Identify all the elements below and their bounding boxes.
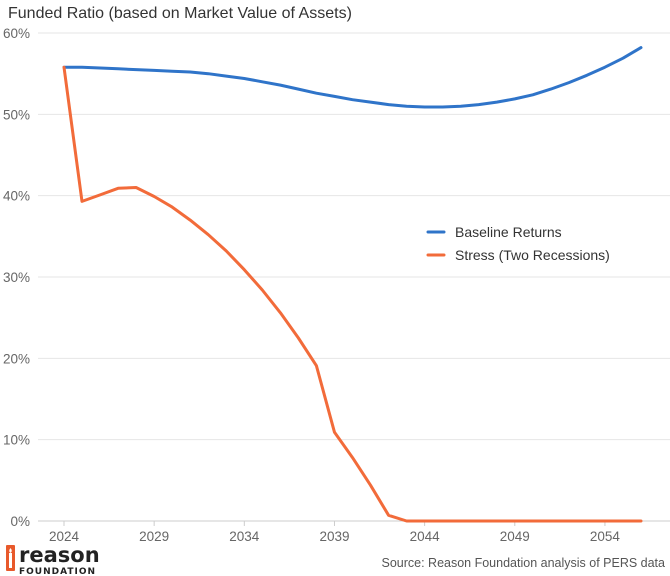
x-tick-label: 2034 (229, 529, 260, 544)
torch-icon (6, 545, 15, 571)
chart-title: Funded Ratio (based on Market Value of A… (8, 5, 352, 22)
y-tick-label: 50% (3, 107, 30, 122)
series-line-1 (62, 65, 643, 523)
reason-foundation-logo: reason FOUNDATION (6, 543, 100, 576)
y-tick-label: 40% (3, 189, 30, 204)
x-tick-label: 2049 (500, 529, 530, 544)
x-tick-label: 2024 (49, 529, 80, 544)
y-tick-label: 0% (10, 514, 30, 529)
y-tick-label: 20% (3, 351, 30, 366)
y-tick-label: 60% (3, 26, 30, 41)
x-tick-label: 2039 (319, 529, 349, 544)
x-tick-label: 2044 (410, 529, 441, 544)
y-axis-ticks: 0% 10% 20% 30% 40% 50% 60% (3, 26, 30, 529)
series-lines (62, 46, 643, 523)
series-line-0 (62, 46, 643, 109)
legend: Baseline Returns Stress (Two Recessions) (426, 224, 610, 263)
logo-subtext: FOUNDATION (19, 567, 96, 576)
x-tick-label: 2054 (590, 529, 621, 544)
x-axis-ticks: 2024 2029 2034 2039 2044 2049 2054 (49, 521, 620, 544)
gridlines (38, 32, 670, 522)
legend-label: Stress (Two Recessions) (455, 247, 610, 263)
y-tick-label: 10% (3, 433, 30, 448)
x-tick-label: 2029 (139, 529, 169, 544)
logo-wordmark: reason (19, 543, 100, 567)
y-tick-label: 30% (3, 270, 30, 285)
source-note: Source: Reason Foundation analysis of PE… (381, 556, 665, 570)
legend-label: Baseline Returns (455, 224, 562, 240)
